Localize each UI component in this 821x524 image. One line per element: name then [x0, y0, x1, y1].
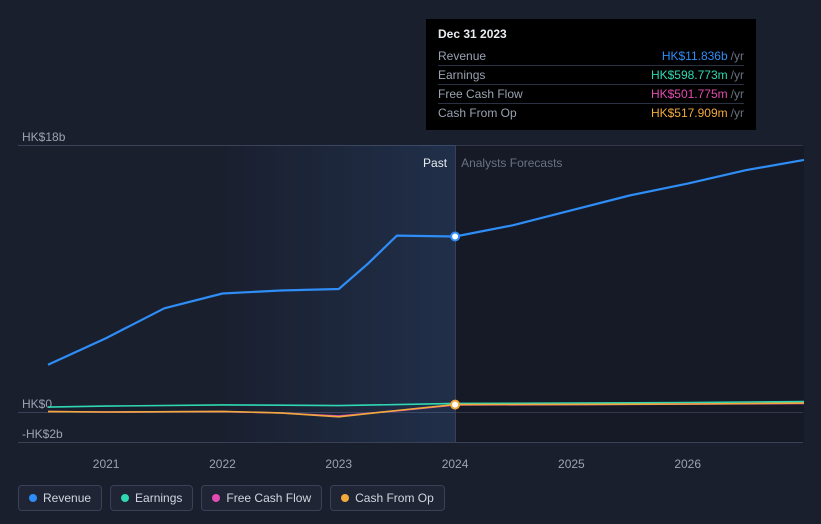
tooltip-row: Cash From Op HK$517.909m/yr — [438, 104, 744, 122]
tooltip-row: Earnings HK$598.773m/yr — [438, 66, 744, 85]
tooltip-metric-value: HK$517.909m — [651, 106, 728, 120]
gridline — [18, 442, 803, 443]
cursor-marker — [451, 233, 459, 241]
tooltip-row: Revenue HK$11.836b/yr — [438, 47, 744, 66]
x-axis-label: 2026 — [674, 457, 701, 471]
tooltip-unit: /yr — [731, 87, 744, 101]
x-axis-label: 2021 — [93, 457, 120, 471]
legend-dot-icon — [341, 494, 349, 502]
chart-lines — [48, 145, 804, 442]
tooltip-metric-label: Revenue — [438, 49, 486, 63]
tooltip-date: Dec 31 2023 — [438, 27, 744, 41]
x-axis-label: 2023 — [325, 457, 352, 471]
tooltip-metric-label: Free Cash Flow — [438, 87, 523, 101]
tooltip-metric-value: HK$501.775m — [651, 87, 728, 101]
series-revenue — [48, 160, 804, 365]
x-axis-label: 2025 — [558, 457, 585, 471]
legend-item-cfo[interactable]: Cash From Op — [330, 485, 445, 511]
legend-label: Free Cash Flow — [226, 491, 311, 505]
tooltip-unit: /yr — [731, 68, 744, 82]
legend-dot-icon — [121, 494, 129, 502]
chart-legend: Revenue Earnings Free Cash Flow Cash From O… — [18, 485, 445, 511]
legend-label: Revenue — [43, 491, 91, 505]
tooltip-metric-value: HK$598.773m — [651, 68, 728, 82]
cursor-marker — [451, 401, 459, 409]
tooltip-row: Free Cash Flow HK$501.775m/yr — [438, 85, 744, 104]
x-axis-label: 2024 — [442, 457, 469, 471]
tooltip-metric-label: Cash From Op — [438, 106, 517, 120]
legend-item-revenue[interactable]: Revenue — [18, 485, 102, 511]
legend-label: Earnings — [135, 491, 182, 505]
legend-dot-icon — [212, 494, 220, 502]
x-axis-label: 2022 — [209, 457, 236, 471]
legend-item-fcf[interactable]: Free Cash Flow — [201, 485, 322, 511]
earnings-revenue-chart: Dec 31 2023 RevenueHK$11.836b/yrEarnings… — [0, 0, 821, 524]
chart-tooltip: Dec 31 2023 RevenueHK$11.836b/yrEarnings… — [426, 19, 756, 130]
tooltip-unit: /yr — [731, 106, 744, 120]
legend-dot-icon — [29, 494, 37, 502]
tooltip-unit: /yr — [731, 49, 744, 63]
tooltip-metric-value: HK$11.836b — [662, 49, 728, 63]
plot-area[interactable]: Past Analysts Forecasts — [48, 145, 804, 442]
legend-item-earnings[interactable]: Earnings — [110, 485, 193, 511]
tooltip-metric-label: Earnings — [438, 68, 485, 82]
legend-label: Cash From Op — [355, 491, 434, 505]
y-axis-label: HK$18b — [22, 130, 65, 144]
